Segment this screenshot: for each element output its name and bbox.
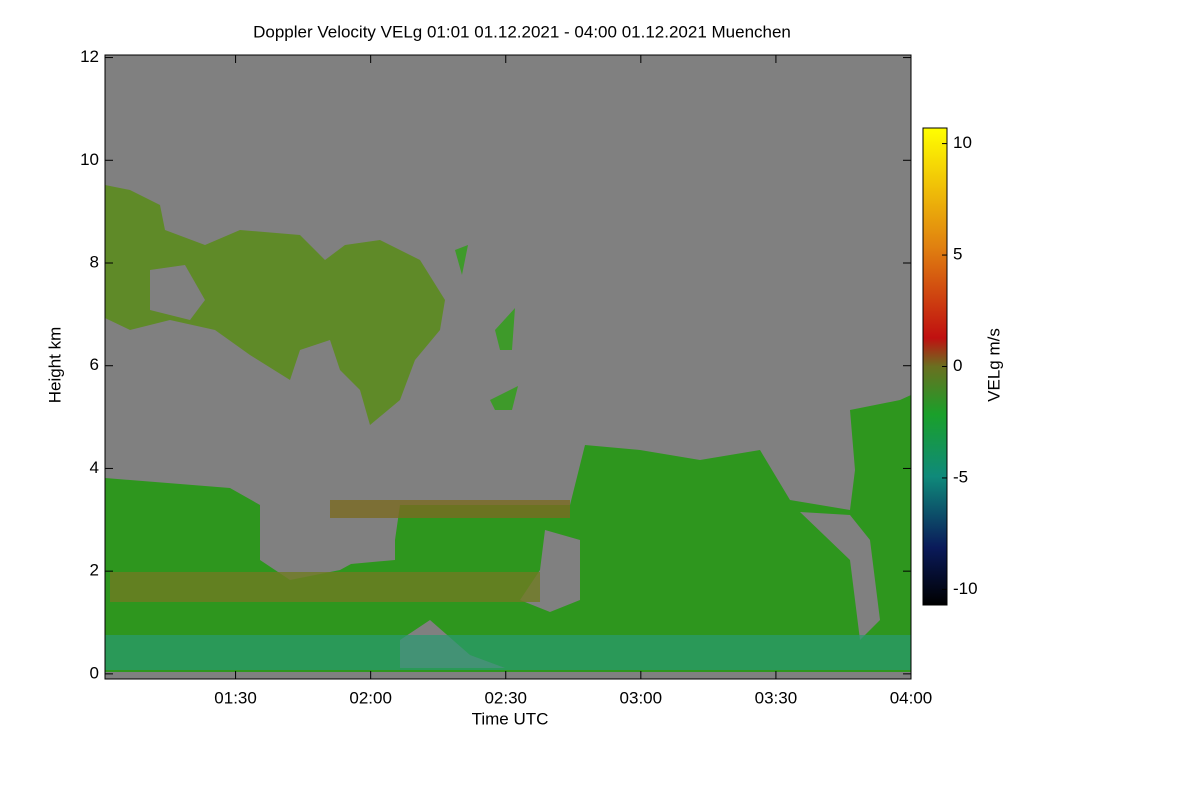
field (105, 55, 911, 679)
x-tick-label: 03:00 (620, 688, 663, 707)
colorbar-tick-label: 10 (953, 133, 972, 152)
shear-layer (330, 500, 570, 518)
x-tick-label: 03:30 (755, 688, 798, 707)
low-cloud (105, 395, 911, 672)
gap (265, 515, 395, 575)
y-tick-label: 12 (80, 47, 99, 66)
plot-frame (104, 54, 912, 680)
upper-cloud (105, 185, 445, 425)
y-tick-label: 6 (90, 355, 99, 374)
colorbar-tick-label: 0 (953, 356, 962, 375)
y-tick-label: 8 (90, 252, 99, 271)
y-axis-label: Height km (45, 327, 64, 404)
x-tick-label: 04:00 (890, 688, 933, 707)
x-axis-label: Time UTC (472, 709, 549, 728)
colorbar-tick-label: 5 (953, 245, 962, 264)
y-tick-label: 10 (80, 150, 99, 169)
x-tick-label: 02:00 (349, 688, 392, 707)
cloud-fragment (490, 386, 518, 410)
colorbar-tick-label: -5 (953, 467, 968, 486)
gap (150, 265, 205, 320)
colorbar-label: VELg m/s (984, 328, 1003, 402)
x-tick-label: 01:30 (214, 688, 257, 707)
gap (800, 512, 880, 640)
y-tick-label: 2 (90, 561, 99, 580)
chart-title: Doppler Velocity VELg 01:01 01.12.2021 -… (253, 22, 791, 41)
surface-layer (105, 635, 911, 670)
y-tick-label: 4 (90, 458, 99, 477)
x-tick-label: 02:30 (484, 688, 527, 707)
cloud-fragment (495, 308, 515, 350)
colorbar-tick-label: -10 (953, 579, 978, 598)
shear-layer (110, 572, 540, 602)
cloud-fragment (455, 245, 468, 275)
y-tick-label: 0 (90, 663, 99, 682)
